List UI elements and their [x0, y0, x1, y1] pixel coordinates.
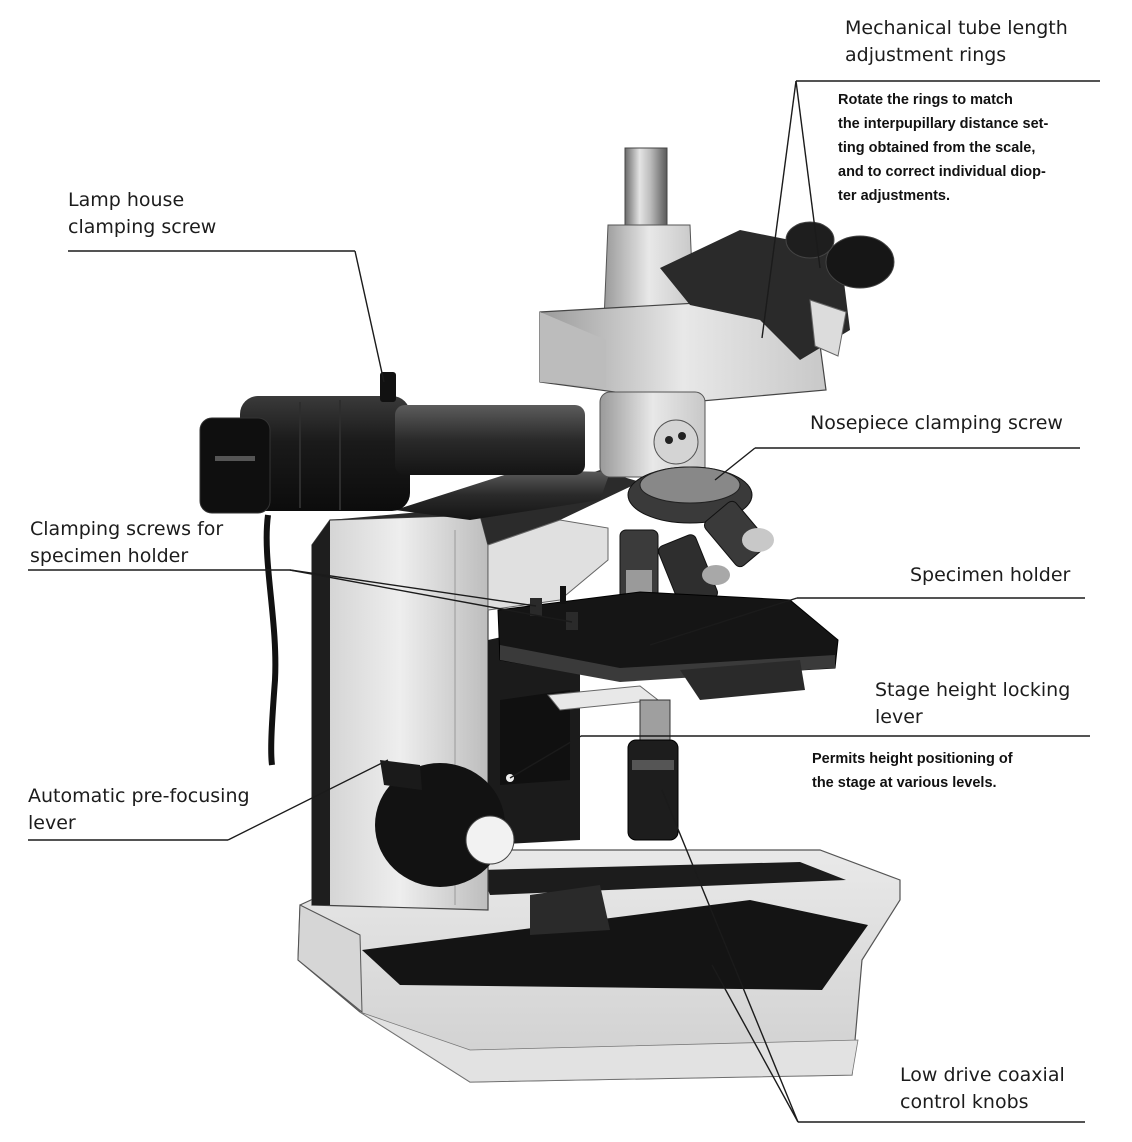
callout-stage-height-line1: Stage height locking: [875, 679, 1071, 701]
callout-specimen-holder-line1: Specimen holder: [910, 564, 1071, 586]
callout-stage-height-line2: lever: [875, 706, 923, 728]
callout-tube-length-rings-line1: Mechanical tube length: [845, 17, 1068, 39]
note-stage-line1: Permits height positioning of: [812, 751, 1013, 767]
callout-coaxial-line1: Low drive coaxial: [900, 1064, 1065, 1086]
callout-nosepiece: Nosepiece clamping screw: [810, 410, 1063, 437]
note-tube-line1: Rotate the rings to match: [838, 92, 1013, 108]
lamp-house: [199, 372, 585, 766]
callout-coaxial-line2: control knobs: [900, 1091, 1029, 1113]
focus-knob: [375, 760, 515, 887]
leader-lines: [28, 80, 1100, 1123]
callout-specimen-holder: Specimen holder: [910, 562, 1070, 589]
callout-clamping-screws-line2: specimen holder: [30, 545, 189, 567]
callout-prefocusing-line2: lever: [28, 812, 76, 834]
note-tube-line5: ter adjustments.: [838, 188, 950, 204]
callout-prefocusing-lever: Automatic pre-focusing lever: [28, 783, 250, 837]
callout-lamp-house: Lamp house clamping screw: [68, 187, 216, 241]
callout-stage-height-lever: Stage height locking lever: [875, 677, 1070, 731]
note-tube-line2: the interpupillary distance set-: [838, 116, 1049, 132]
callout-lamp-house-line1: Lamp house: [68, 189, 185, 211]
callout-coaxial-knobs: Low drive coaxial control knobs: [900, 1062, 1065, 1116]
callout-clamping-screws: Clamping screws for specimen holder: [30, 516, 223, 570]
callout-prefocusing-line1: Automatic pre-focusing: [28, 785, 250, 807]
note-tube-line4: and to correct individual diop-: [838, 164, 1046, 180]
callout-tube-length-rings-line2: adjustment rings: [845, 44, 1007, 66]
note-tube-length-rings: Rotate the rings to match the interpupil…: [838, 88, 1106, 208]
callout-nosepiece-line1: Nosepiece clamping screw: [810, 412, 1063, 434]
mechanical-stage: [497, 586, 839, 841]
revolving-nosepiece: [619, 466, 774, 610]
callout-clamping-screws-line1: Clamping screws for: [30, 518, 224, 540]
callout-tube-length-rings: Mechanical tube length adjustment rings: [845, 15, 1068, 69]
observation-head: [539, 147, 895, 478]
note-stage-height: Permits height positioning of the stage …: [812, 747, 1013, 795]
callout-lamp-house-line2: clamping screw: [68, 216, 217, 238]
note-tube-line3: ting obtained from the scale,: [838, 140, 1036, 156]
note-stage-line2: the stage at various levels.: [812, 775, 997, 791]
